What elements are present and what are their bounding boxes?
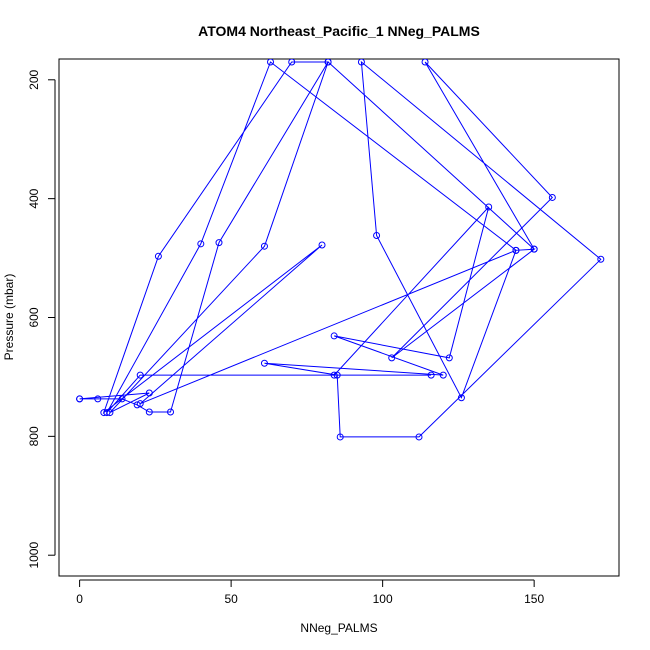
plot-area [76, 59, 605, 441]
data-point [485, 203, 493, 211]
data-point [260, 242, 268, 250]
y-tick-label: 1000 [27, 542, 41, 569]
data-point [215, 239, 223, 247]
data-point [333, 371, 341, 379]
data-point [167, 408, 175, 416]
data-point [548, 193, 556, 201]
chart-title: ATOM4 Northeast_Pacific_1 NNeg_PALMS [198, 23, 480, 39]
data-point [94, 395, 102, 403]
data-point [133, 401, 141, 409]
y-tick-label: 800 [27, 426, 41, 446]
data-point [597, 255, 605, 263]
y-tick-label: 200 [27, 69, 41, 89]
data-point [145, 408, 153, 416]
data-point [357, 59, 365, 66]
data-point [330, 332, 338, 340]
data-point [330, 371, 338, 379]
data-point [154, 252, 162, 260]
data-point [260, 359, 268, 367]
series-line [79, 60, 602, 438]
data-point [415, 433, 423, 441]
data-point [76, 395, 84, 403]
data-point [197, 240, 205, 248]
data-point [427, 371, 435, 379]
data-point [103, 409, 111, 417]
x-axis-label: NNeg_PALMS [300, 621, 377, 635]
data-point [457, 394, 465, 402]
x-tick-label: 0 [76, 592, 83, 606]
data-point [145, 389, 153, 397]
x-tick-label: 100 [373, 592, 393, 606]
plot-frame [58, 58, 620, 577]
x-tick-label: 150 [524, 592, 544, 606]
data-point [336, 433, 344, 441]
x-axis: 0 50 100 150 [76, 579, 544, 606]
y-axis: 200 400 600 800 1000 [27, 69, 56, 569]
data-point [512, 246, 520, 254]
data-point [106, 409, 114, 417]
y-tick-label: 400 [27, 188, 41, 208]
data-point [439, 371, 447, 379]
data-point [373, 231, 381, 239]
y-tick-label: 600 [27, 307, 41, 327]
data-point [288, 59, 296, 66]
data-point [318, 241, 326, 249]
data-point [530, 245, 538, 253]
data-point [267, 59, 275, 66]
y-axis-label: Pressure (mbar) [2, 274, 16, 361]
data-point [118, 395, 126, 403]
data-point [445, 354, 453, 362]
data-point [136, 371, 144, 379]
data-point [421, 59, 429, 66]
data-point [136, 400, 144, 408]
data-point [324, 59, 332, 66]
data-point [388, 354, 396, 362]
x-tick-label: 50 [224, 592, 238, 606]
